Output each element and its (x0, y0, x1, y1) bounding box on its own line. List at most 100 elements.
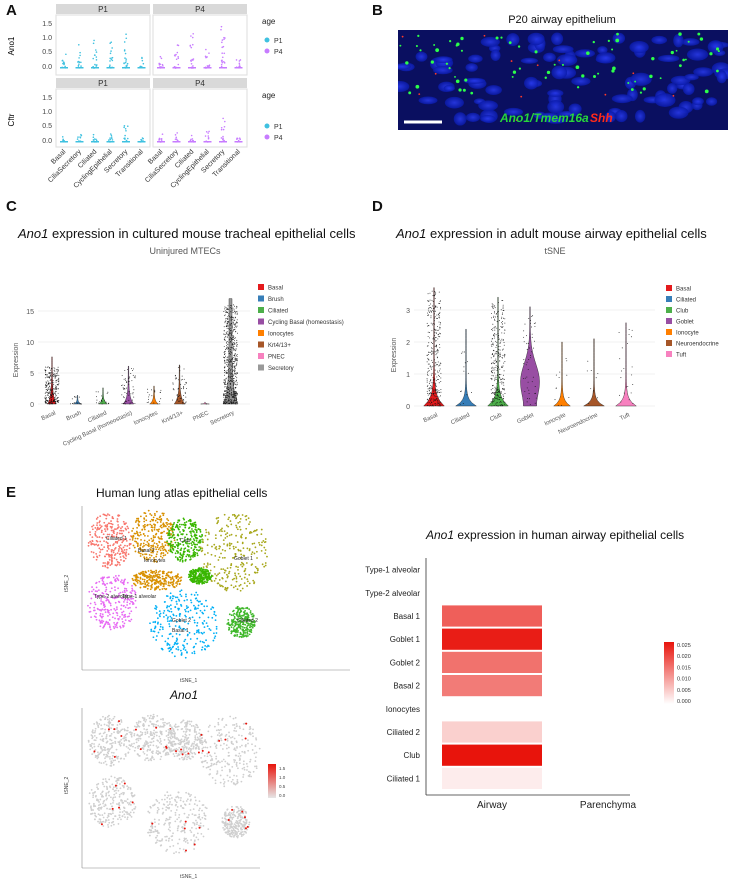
cluster-cell (150, 571, 152, 574)
cell-point (435, 292, 436, 294)
cell-point (236, 322, 238, 324)
cluster-cell (143, 512, 146, 514)
cell-point (233, 378, 234, 380)
cluster-cell (169, 596, 172, 598)
cell-point (172, 399, 173, 401)
cluster-cell (175, 614, 178, 617)
cluster-cell (168, 576, 171, 579)
cell-point (501, 332, 503, 334)
cell-point (528, 359, 530, 361)
cell-point (495, 403, 497, 405)
cell-point (100, 399, 102, 401)
cluster-cell (199, 546, 202, 549)
cell-point (440, 377, 442, 379)
cluster-cell (191, 522, 194, 525)
cluster-cell (222, 568, 225, 571)
ytick-a-bot-2: 1.0 (42, 109, 52, 116)
cell-point (503, 356, 505, 358)
expression-point (162, 65, 164, 67)
cell-point (225, 386, 227, 388)
cell-point (431, 398, 433, 400)
cluster-cell (92, 593, 95, 595)
feature-cell (89, 748, 92, 751)
cluster-cell (179, 613, 182, 615)
cell-point (96, 396, 97, 398)
cluster-cell (120, 579, 123, 582)
cell-point (233, 355, 235, 357)
cluster-cell (154, 546, 157, 548)
cell-point (126, 387, 127, 389)
cluster-cell (159, 615, 161, 618)
cluster-cell (180, 579, 182, 582)
cluster-cell (203, 582, 206, 585)
cluster-cell (180, 603, 182, 606)
cluster-cell (230, 542, 233, 545)
cell-point (498, 355, 500, 356)
cluster-cell (194, 525, 197, 528)
cluster-cell (202, 568, 205, 571)
cluster-cell (137, 576, 139, 579)
cell-point (75, 396, 77, 398)
cell-point (440, 402, 442, 404)
cluster-cell (116, 563, 119, 566)
nucleus (552, 45, 574, 54)
cluster-cell (165, 525, 167, 528)
cell-point (234, 343, 236, 345)
cell-point (429, 381, 431, 383)
cluster-cell (133, 532, 136, 535)
cell-point (431, 361, 433, 363)
cell-point (495, 392, 497, 394)
baseline-mark (60, 67, 68, 69)
cell-point (228, 399, 230, 400)
cluster-cell (151, 577, 154, 580)
cluster-cell (110, 587, 113, 590)
cell-point (231, 380, 233, 382)
cluster-cell (177, 648, 180, 651)
cluster-cell (203, 576, 206, 578)
cluster-cell (199, 539, 202, 542)
cluster-cell (143, 528, 146, 531)
green-punctum (634, 80, 637, 83)
cell-point (492, 391, 493, 393)
cell-point (433, 389, 435, 391)
feature-cell (99, 738, 102, 741)
cell-point (229, 333, 231, 335)
cluster-cell (237, 514, 240, 517)
green-punctum (575, 65, 580, 70)
cell-point (223, 352, 225, 354)
cluster-cell (107, 562, 109, 565)
cell-point (436, 357, 438, 359)
feature-cell (127, 747, 130, 749)
cell-point (529, 404, 531, 405)
nucleus (398, 63, 412, 70)
cell-point (439, 344, 441, 345)
cluster-cell (139, 546, 142, 549)
cell-point (631, 329, 633, 331)
cluster-cell (206, 645, 208, 648)
cluster-cell (187, 610, 190, 613)
cell-point (435, 337, 437, 338)
cell-point (438, 365, 440, 367)
cell-point (493, 316, 495, 318)
cell-point (232, 365, 234, 367)
cell-point (426, 378, 428, 380)
cluster-cell (261, 541, 263, 544)
cluster-cell (166, 527, 169, 530)
legend-label-p4-top: P4 (274, 49, 283, 56)
cell-point (229, 361, 231, 363)
cell-point (500, 326, 502, 328)
cluster-cell (180, 576, 183, 579)
cluster-cell (221, 556, 224, 559)
cluster-cell (203, 631, 205, 634)
cell-point (185, 381, 187, 383)
cell-point (184, 392, 186, 394)
cell-point (500, 381, 502, 383)
cluster-cell (168, 623, 171, 625)
cluster-cell (125, 522, 127, 525)
cell-point (503, 395, 505, 397)
cluster-cell (149, 622, 151, 625)
cell-point (49, 382, 51, 384)
expression-point (94, 49, 97, 51)
cluster-cell (237, 548, 240, 551)
